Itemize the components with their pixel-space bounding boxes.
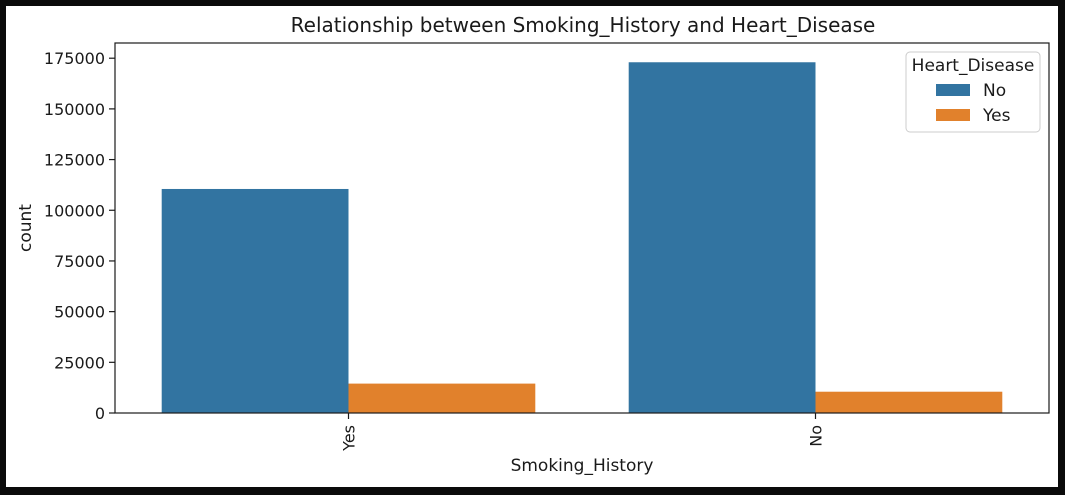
chart-frame: Relationship between Smoking_History and… xyxy=(6,6,1058,487)
bar-chart: Relationship between Smoking_History and… xyxy=(16,13,1050,476)
chart-title: Relationship between Smoking_History and… xyxy=(291,13,876,37)
y-tick-label: 75000 xyxy=(54,252,105,271)
plot-frame xyxy=(114,42,1050,414)
bar-no-yes xyxy=(815,391,1003,413)
y-tick-label: 50000 xyxy=(54,303,105,322)
legend-swatch-no xyxy=(936,84,970,96)
y-axis: 0 25000 50000 75000 100000 125000 150000 175000 xyxy=(44,49,115,423)
y-tick-label: 25000 xyxy=(54,353,105,372)
x-tick-label-yes: Yes xyxy=(340,425,359,452)
y-tick-label: 150000 xyxy=(44,100,105,119)
bars-group xyxy=(161,62,1003,413)
legend-swatch-yes xyxy=(936,109,970,121)
x-tick-label-no: No xyxy=(807,425,826,447)
y-tick-label: 175000 xyxy=(44,49,105,68)
y-tick-label: 125000 xyxy=(44,151,105,170)
bar-yes-no xyxy=(161,188,349,413)
y-tick-label: 0 xyxy=(95,404,105,423)
legend-title: Heart_Disease xyxy=(912,56,1035,76)
legend: Heart_Disease No Yes xyxy=(905,51,1041,133)
x-axis: Yes No xyxy=(340,413,826,452)
legend-label-no: No xyxy=(983,81,1006,101)
bar-yes-yes xyxy=(348,383,536,413)
x-axis-label: Smoking_History xyxy=(511,456,654,476)
bar-no-no xyxy=(628,62,816,413)
legend-label-yes: Yes xyxy=(982,106,1011,126)
y-axis-label: count xyxy=(16,204,36,252)
y-tick-label: 100000 xyxy=(44,201,105,220)
